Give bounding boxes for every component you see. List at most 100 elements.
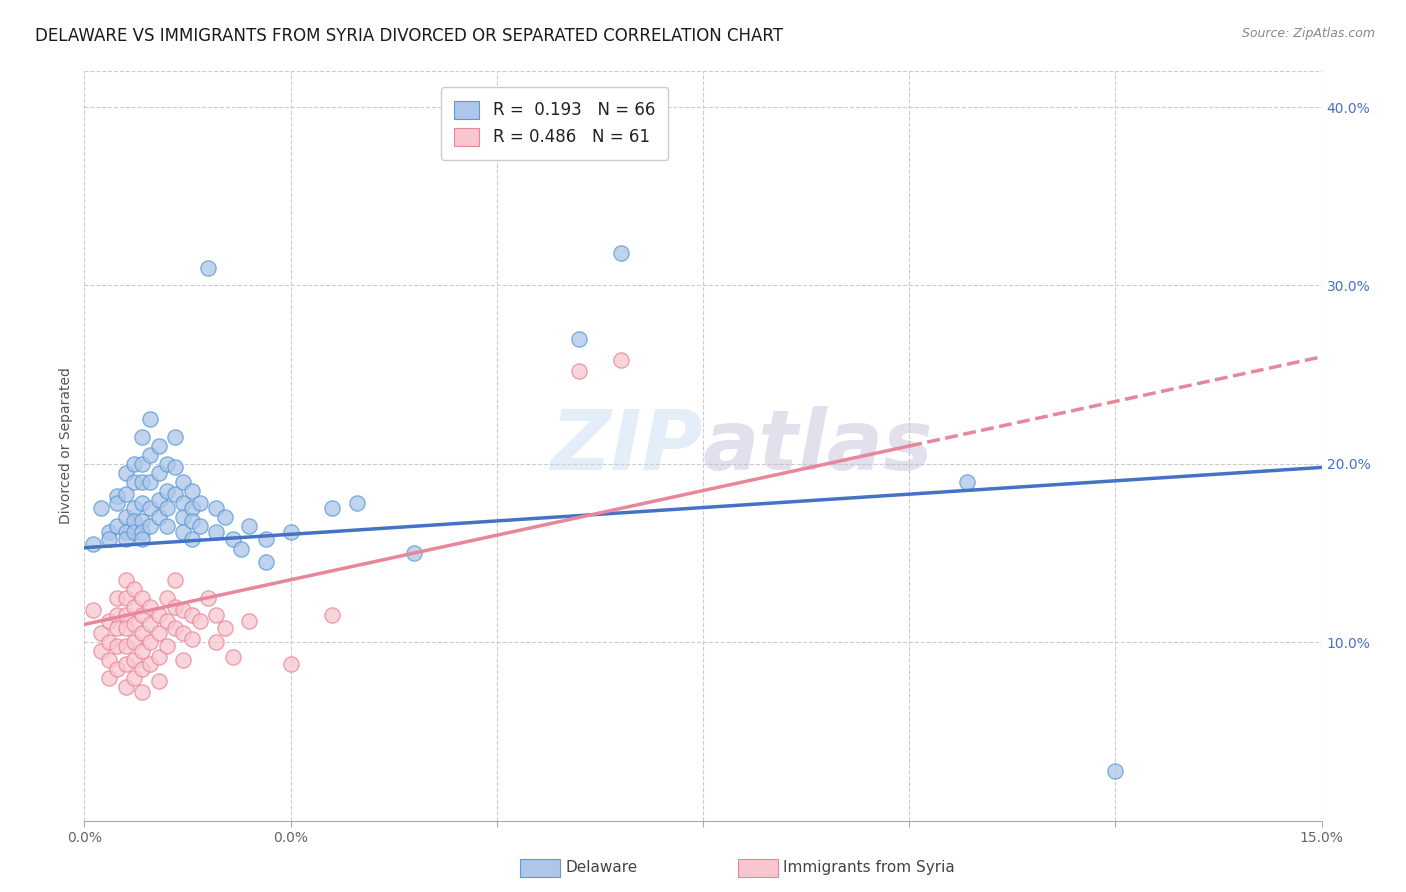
Text: Source: ZipAtlas.com: Source: ZipAtlas.com: [1241, 27, 1375, 40]
Point: [122, 653, 145, 667]
Point: [172, 653, 194, 667]
Point: [114, 621, 136, 635]
Point: [222, 649, 245, 664]
Point: [165, 573, 187, 587]
Point: [180, 608, 202, 623]
Point: [98, 671, 121, 685]
Point: [197, 260, 219, 275]
Point: [122, 617, 145, 632]
Point: [148, 674, 170, 689]
Point: [238, 614, 260, 628]
Point: [172, 496, 194, 510]
Point: [131, 496, 153, 510]
Point: [148, 466, 170, 480]
Point: [131, 591, 153, 605]
Point: [131, 644, 153, 658]
Point: [90, 644, 112, 658]
Point: [131, 662, 153, 676]
Point: [114, 524, 136, 539]
Point: [105, 621, 128, 635]
Point: [214, 510, 236, 524]
Point: [956, 475, 979, 489]
Point: [98, 635, 121, 649]
Point: [156, 591, 179, 605]
Point: [205, 501, 228, 516]
Point: [148, 649, 170, 664]
Text: atlas: atlas: [703, 406, 934, 486]
Point: [131, 608, 153, 623]
Point: [139, 475, 162, 489]
Point: [122, 457, 145, 471]
Point: [205, 608, 228, 623]
Point: [148, 510, 170, 524]
Point: [98, 524, 121, 539]
Point: [131, 685, 153, 699]
Point: [180, 632, 202, 646]
Point: [122, 582, 145, 596]
Point: [280, 524, 302, 539]
Point: [114, 657, 136, 671]
Point: [105, 489, 128, 503]
Point: [114, 608, 136, 623]
Point: [188, 496, 211, 510]
Point: [139, 635, 162, 649]
Point: [105, 662, 128, 676]
Point: [139, 519, 162, 533]
Point: [222, 532, 245, 546]
Point: [180, 532, 202, 546]
Point: [122, 671, 145, 685]
Point: [98, 653, 121, 667]
Point: [114, 680, 136, 694]
Point: [197, 591, 219, 605]
Point: [139, 599, 162, 614]
Point: [139, 501, 162, 516]
Point: [114, 573, 136, 587]
Point: [90, 626, 112, 640]
Point: [139, 412, 162, 426]
Point: [139, 657, 162, 671]
Point: [165, 487, 187, 501]
Point: [105, 608, 128, 623]
Point: [98, 532, 121, 546]
Text: Immigrants from Syria: Immigrants from Syria: [783, 861, 955, 875]
Point: [148, 492, 170, 507]
Point: [131, 532, 153, 546]
Point: [609, 246, 631, 260]
Point: [114, 487, 136, 501]
Legend: R =  0.193   N = 66, R = 0.486   N = 61: R = 0.193 N = 66, R = 0.486 N = 61: [441, 87, 668, 160]
Point: [82, 603, 104, 617]
Point: [346, 496, 368, 510]
Point: [188, 614, 211, 628]
Point: [205, 524, 228, 539]
Point: [98, 614, 121, 628]
Text: ZIP: ZIP: [550, 406, 703, 486]
Point: [568, 332, 591, 346]
Point: [148, 439, 170, 453]
Point: [122, 524, 145, 539]
Point: [122, 599, 145, 614]
Point: [114, 510, 136, 524]
Text: DELAWARE VS IMMIGRANTS FROM SYRIA DIVORCED OR SEPARATED CORRELATION CHART: DELAWARE VS IMMIGRANTS FROM SYRIA DIVORC…: [35, 27, 783, 45]
Point: [205, 635, 228, 649]
Point: [114, 639, 136, 653]
Point: [122, 475, 145, 489]
Point: [180, 483, 202, 498]
Point: [156, 483, 179, 498]
Point: [122, 635, 145, 649]
Point: [131, 475, 153, 489]
Point: [148, 626, 170, 640]
Text: Delaware: Delaware: [565, 861, 637, 875]
Point: [148, 608, 170, 623]
Point: [105, 496, 128, 510]
Point: [139, 617, 162, 632]
Point: [172, 524, 194, 539]
Point: [172, 603, 194, 617]
Point: [156, 519, 179, 533]
Point: [131, 626, 153, 640]
Point: [114, 466, 136, 480]
Point: [609, 353, 631, 368]
Point: [105, 639, 128, 653]
Point: [172, 626, 194, 640]
Point: [131, 514, 153, 528]
Point: [114, 591, 136, 605]
